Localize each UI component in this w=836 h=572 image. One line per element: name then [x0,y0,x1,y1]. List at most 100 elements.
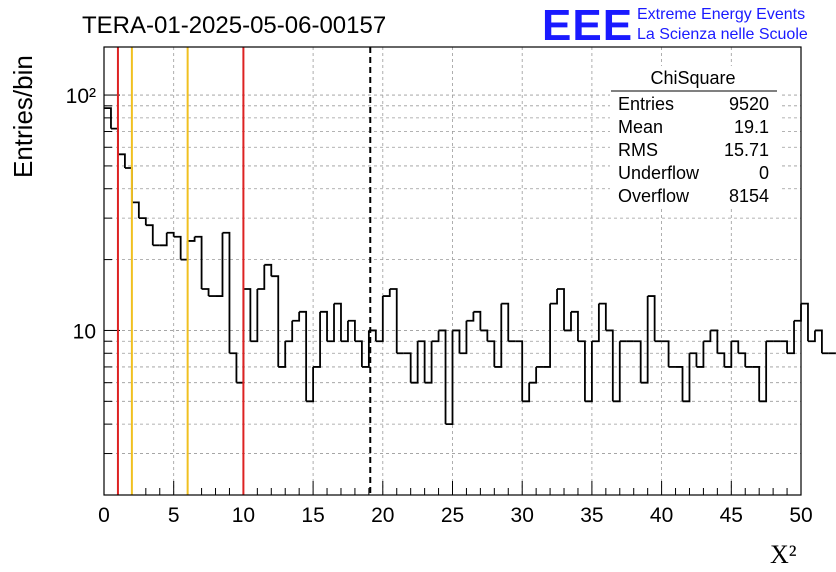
histogram-bin [605,329,614,402]
x-tick-label: 35 [580,504,603,527]
histogram-bin [577,340,586,402]
x-tick-label: 20 [371,504,394,527]
stats-label: Mean [618,117,663,137]
histogram-bin [117,153,126,168]
histogram-bin [445,330,454,426]
histogram-bin [522,382,531,403]
histogram-bin [166,231,175,237]
histogram-bars [104,107,836,426]
histogram-bin [794,303,802,322]
histogram-bin [215,232,224,297]
histogram-bin [278,341,287,368]
histogram-bin [236,289,245,384]
plot-frame [103,46,802,496]
histogram-bin [264,263,273,277]
histogram-bin [703,330,712,343]
x-tick-label: 45 [720,504,743,527]
stats-value: 0 [759,163,769,183]
histogram-bin [410,341,419,384]
histogram-bin [292,311,301,322]
histogram-bin [334,302,342,342]
histogram-bin [591,303,600,343]
x-tick-label: 25 [441,504,464,527]
histogram-bin [612,341,621,403]
histogram-bin [194,235,203,290]
stats-box: ChiSquare Entries 9520 Mean 19.1 RMS 15.71 Und… [610,66,780,206]
histogram-bin [124,167,133,203]
histogram-bin [173,235,182,260]
histogram-bin [271,275,280,367]
stats-value: 19.1 [734,117,769,137]
x-tick-label: 50 [789,504,812,527]
histogram-bin [584,341,593,403]
histogram-bin [382,289,391,297]
stats-label: RMS [618,140,658,160]
histogram-bin [250,289,259,343]
histogram-bin [501,302,510,342]
x-tick-label: 10 [232,504,255,527]
histogram-bin [229,352,238,383]
histogram-bin [710,329,719,354]
stats-label: Entries [618,94,674,114]
histogram-bin [306,366,314,403]
histogram-bin [257,264,266,290]
histogram-bin [313,311,321,368]
histogram-bin [187,236,196,242]
logo-line-2: La Scienza nelle Scuole [637,26,808,43]
histogram-bin [327,303,335,343]
histogram-bin [361,330,370,368]
histogram-bin [661,340,670,367]
histogram-bin [633,340,642,383]
histogram-bin [354,340,363,367]
histogram-bin [131,201,140,219]
histogram-bin [438,329,447,425]
x-axis-label: X² [770,540,797,569]
histogram-bin [564,311,572,332]
histogram-bin [570,310,579,342]
histogram-bin [543,303,551,368]
histogram-bin [787,320,795,355]
histogram-bin [389,288,398,354]
histogram-bin [473,310,482,331]
histogram-bin [320,310,328,342]
histogram-bin [452,329,461,354]
histogram-bin [557,288,565,331]
histogram-bin [780,340,788,354]
x-tick-label: 15 [301,504,324,527]
histogram-bin [299,310,308,402]
y-tick-label: 10 [73,320,96,343]
logo-line-1: Extreme Energy Events [637,6,805,23]
histogram-bin [738,352,747,367]
histogram-bin [347,319,356,342]
x-tick-label: 30 [511,504,534,527]
stats-name: ChiSquare [650,68,735,88]
y-axis-label: Entries/bin [8,55,38,178]
histogram-bin [759,341,768,403]
histogram-bin [243,288,252,342]
histogram-bin [724,341,733,368]
histogram-bin [222,231,231,354]
histogram-bin [814,329,823,354]
histogram-bin [159,232,168,247]
x-tick-label: 0 [98,504,110,527]
stats-value: 15.71 [724,140,769,160]
x-axis-ticks: 0 5 10 15 20 25 30 35 40 45 50 [98,481,813,527]
histogram-bin [201,288,210,297]
y-tick-label: 10² [66,85,96,108]
histogram-bin [494,303,503,368]
chart-title: TERA-01-2025-05-06-00157 [82,12,386,39]
histogram-bin [180,240,189,261]
histogram-bin [138,217,147,226]
histogram-bin [689,352,698,367]
histogram-bin [340,320,349,343]
stats-value: 9520 [729,94,769,114]
histogram-bin [731,340,740,354]
y-axis-ticks: 10 10² [66,85,120,496]
histogram-bin [515,340,524,402]
histogram-bin [403,352,412,383]
histogram-bin [717,352,726,367]
eee-logo: EEE Extreme Energy Events La Scienza nel… [542,1,808,50]
histogram-bin [431,330,440,343]
stats-label: Underflow [618,163,700,183]
